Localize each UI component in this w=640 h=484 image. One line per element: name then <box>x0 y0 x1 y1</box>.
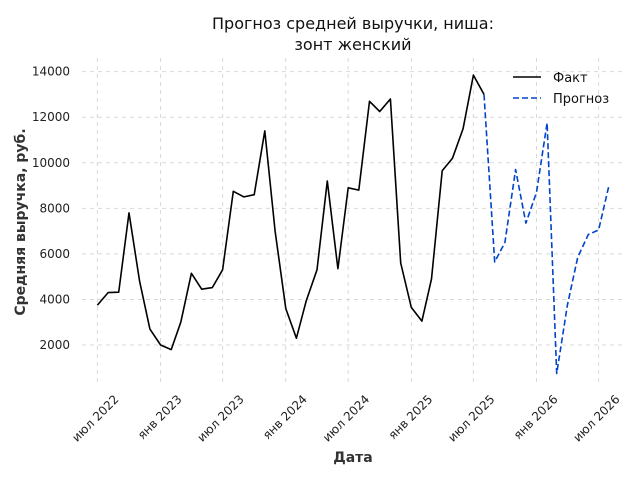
y-tick-label: 12000 <box>32 110 70 124</box>
y-tick-label: 10000 <box>32 156 70 170</box>
y-tick-label: 14000 <box>32 65 70 79</box>
x-tick-label: янв 2023 <box>135 392 185 442</box>
x-tick-label: янв 2025 <box>386 392 436 442</box>
x-tick-label: июл 2025 <box>445 392 497 444</box>
y-axis-label: Средняя выручка, руб. <box>13 128 29 315</box>
grid <box>82 58 625 386</box>
series-line-forecast <box>483 94 610 375</box>
legend-label-forecast: Прогноз <box>553 92 609 107</box>
series-line-fact <box>96 74 485 351</box>
y-tick-label: 2000 <box>39 338 70 352</box>
x-tick-label: июл 2022 <box>69 392 121 444</box>
chart-title-line-1: Прогноз средней выручки, ниша: <box>212 14 494 33</box>
y-tick-label: 4000 <box>39 292 70 306</box>
x-axis-label: Дата <box>333 450 372 466</box>
x-tick-label: июл 2026 <box>570 392 622 444</box>
x-tick-label: янв 2026 <box>511 392 561 442</box>
y-tick-labels: 2000 4000 6000 8000 10000 12000 14000 <box>32 65 70 352</box>
legend: Факт Прогноз <box>513 71 609 107</box>
y-tick-label: 8000 <box>39 201 70 215</box>
x-tick-label: июл 2023 <box>194 392 246 444</box>
legend-label-fact: Факт <box>553 71 588 86</box>
y-tick-label: 6000 <box>39 247 70 261</box>
chart-title-line-2: зонт женский <box>294 35 411 54</box>
x-tick-label: янв 2024 <box>260 392 310 442</box>
series-lines <box>96 74 610 375</box>
x-tick-label: июл 2024 <box>320 392 372 444</box>
x-tick-labels: июл 2022 янв 2023 июл 2023 янв 2024 июл 2024… <box>69 392 622 444</box>
